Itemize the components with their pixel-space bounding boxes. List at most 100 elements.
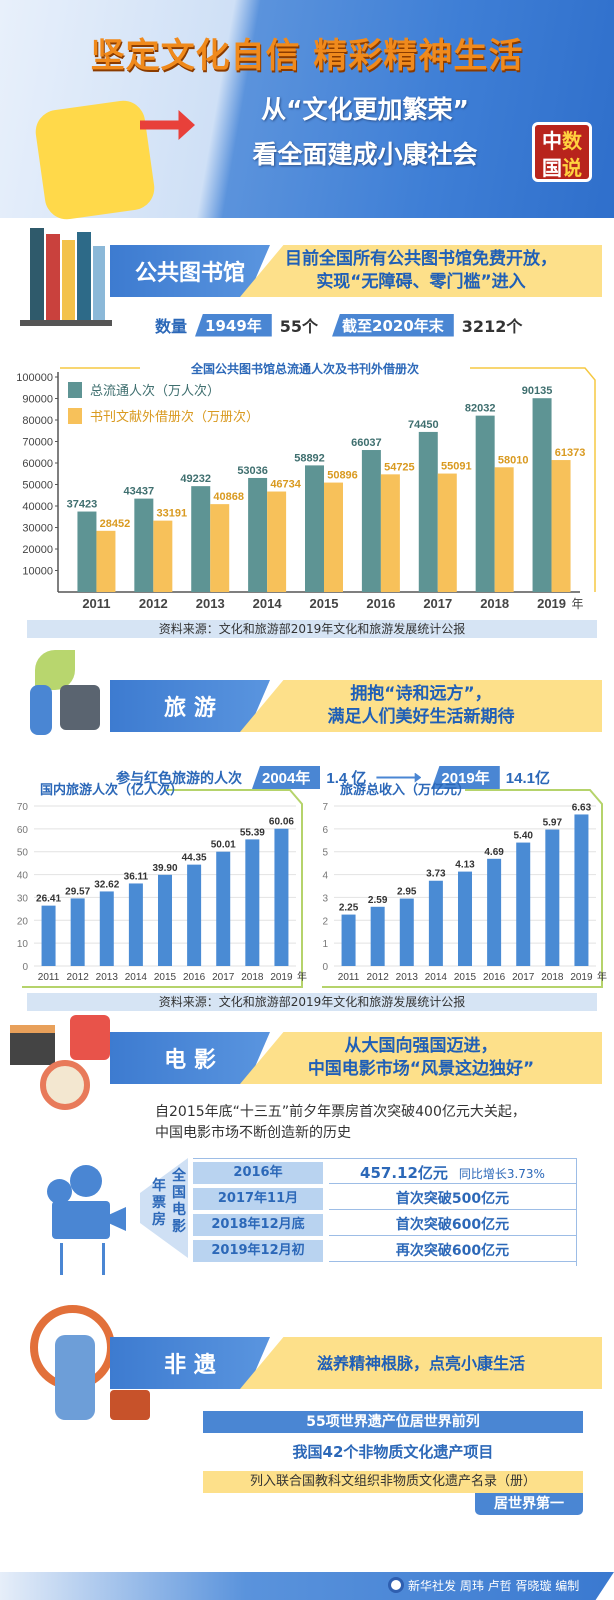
unesco-list-line: 列入联合国教科文组织非物质文化遗产名录（册） — [203, 1471, 583, 1493]
national-film-label: 全国电影 — [172, 1168, 186, 1235]
data-label: 49232 — [180, 473, 211, 485]
row-date: 2016年 — [193, 1162, 323, 1184]
data-label: 2.25 — [339, 903, 359, 914]
x-tick-label: 2014 — [125, 972, 148, 983]
y-tick-label: 70 — [17, 802, 29, 813]
data-label: 43437 — [124, 486, 155, 498]
row-date: 2018年12月底 — [193, 1214, 323, 1236]
data-label: 36.11 — [124, 871, 149, 882]
data-label: 46734 — [270, 479, 301, 491]
row-value: 再次突破600亿元 — [329, 1240, 576, 1262]
y-tick-label: 20 — [17, 916, 29, 927]
table-row: 2016年 457.12亿元 同比增长3.73% — [193, 1162, 576, 1184]
bar — [341, 914, 356, 966]
count-2020: 3212个 — [461, 317, 523, 336]
main-title: 坚定文化自信 精彩精神生活 — [90, 36, 524, 76]
movie-section-label: 电 影 — [110, 1032, 270, 1084]
bar-lending — [551, 460, 571, 592]
zhongguo-shushuo-seal-logo: 中数 国说 — [532, 122, 592, 182]
bar — [158, 874, 172, 966]
x-unit-label: 年 — [572, 597, 584, 611]
bar-lending — [437, 473, 457, 592]
x-tick-label: 2019 — [570, 972, 593, 983]
red-tourism-row: 参与红色旅游的人次 2004年 1.4 亿 2019年 14.1亿 — [116, 766, 550, 789]
data-label: 2.95 — [397, 887, 417, 898]
y-tick-label: 10000 — [22, 566, 53, 578]
subtitle-line1: 从“文化更加繁荣” — [261, 95, 469, 124]
chart-frame — [22, 789, 303, 988]
chart-title: 旅游总收入（万亿元） — [340, 782, 470, 797]
row-date: 2019年12月初 — [193, 1240, 323, 1262]
table-row: 2019年12月初 再次突破600亿元 — [193, 1240, 576, 1262]
library-count-row: 数量 1949年 55个 截至2020年末 3212个 — [155, 313, 522, 337]
footer-credit: 新华社发 周玮 卢哲 胥晓璇 编制 — [408, 1579, 580, 1593]
library-headline: 目前全国所有公共图书馆免费开放， 实现“无障碍、零门槛”进入 — [240, 245, 602, 297]
y-tick-label: 70000 — [22, 437, 53, 449]
bar-circulation — [532, 398, 552, 592]
data-label: 90135 — [522, 385, 553, 397]
bar-lending — [210, 504, 230, 592]
data-label: 66037 — [351, 437, 382, 449]
row-value: 首次突破600亿元 — [329, 1214, 576, 1236]
library-headline-line2: 实现“无障碍、零门槛”进入 — [316, 272, 526, 292]
x-tick-label: 2018 — [480, 596, 509, 611]
bar — [370, 906, 385, 966]
y-tick-label: 40 — [17, 871, 29, 882]
bar-lending — [153, 520, 173, 592]
bar — [216, 851, 231, 966]
data-label: 55091 — [441, 461, 472, 473]
x-tick-label: 2015 — [154, 972, 177, 983]
y-tick-label: 30000 — [22, 523, 53, 535]
y-tick-label: 60000 — [22, 458, 53, 470]
data-label: 39.90 — [152, 863, 177, 874]
x-tick-label: 2014 — [253, 596, 283, 611]
tourism-section-label: 旅 游 — [110, 680, 270, 732]
tourism-source-note: 资料来源：文化和旅游部2019年文化和旅游发展统计公报 — [27, 993, 597, 1011]
data-label: 58010 — [498, 454, 529, 466]
x-tick-label: 2017 — [423, 596, 452, 611]
bar — [487, 858, 502, 966]
year-2020-tag: 截至2020年末 — [332, 313, 454, 337]
data-label: 54725 — [384, 461, 415, 473]
bar-circulation — [305, 465, 324, 592]
legend-label: 总流通人次（万人次） — [90, 383, 220, 398]
legend-swatch — [68, 382, 82, 398]
footer-bar — [0, 1572, 614, 1600]
x-tick-label: 2011 — [82, 596, 110, 611]
x-tick-label: 2018 — [541, 972, 564, 983]
data-label: 61373 — [555, 447, 586, 459]
subtitle-line2: 看全面建成小康社会 — [252, 140, 478, 169]
data-label: 5.97 — [543, 818, 563, 829]
y-tick-label: 1 — [322, 939, 328, 950]
bar-circulation — [77, 511, 97, 592]
legend-label: 书刊文献外借册次（万册次） — [90, 409, 259, 424]
bar — [70, 898, 85, 966]
bar-lending — [494, 467, 514, 592]
heritage-section-label: 非 遗 — [110, 1337, 270, 1389]
y-tick-label: 40000 — [22, 501, 53, 513]
bar — [428, 880, 443, 966]
bar-circulation — [191, 486, 211, 592]
x-tick-label: 2018 — [241, 972, 264, 983]
x-tick-label: 2012 — [67, 972, 90, 983]
x-tick-label: 2015 — [454, 972, 477, 983]
y-tick-label: 2 — [322, 916, 328, 927]
data-label: 44.35 — [182, 853, 207, 864]
megaphone-woman-illustration — [32, 97, 158, 223]
x-tick-label: 2012 — [367, 972, 390, 983]
movie-intro-line1: 自2015年底“十三五”前夕年票房首次突破400亿元大关起， — [155, 1104, 526, 1120]
bar — [458, 871, 472, 966]
data-label: 4.13 — [455, 860, 475, 871]
bar — [574, 814, 589, 966]
y-tick-label: 7 — [322, 802, 328, 813]
intangible-heritage-line: 我国42个非物质文化遗产项目 — [292, 1443, 494, 1461]
data-label: 29.57 — [65, 886, 90, 897]
bar — [41, 905, 56, 966]
red-tourism-label: 参与红色旅游的人次 — [116, 769, 242, 786]
row-date: 2017年11月 — [193, 1188, 323, 1210]
tourism-headline: 拥抱“诗和远方”， 满足人们美好生活新期待 — [240, 680, 602, 732]
x-tick-label: 2014 — [425, 972, 448, 983]
data-label: 2.59 — [368, 895, 388, 906]
x-tick-label: 2015 — [310, 596, 339, 611]
data-label: 37423 — [67, 499, 98, 511]
